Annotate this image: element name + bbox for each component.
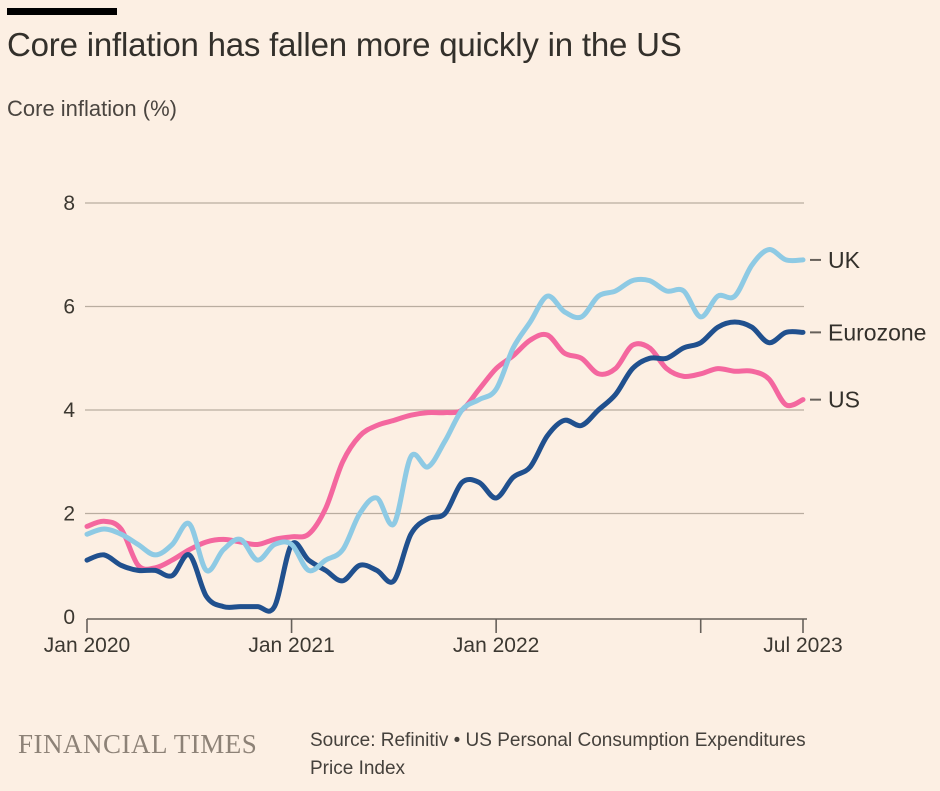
series-line-uk	[84, 247, 806, 574]
x-tick-label: Jan 2021	[248, 634, 334, 657]
x-tick-label: Jan 2020	[44, 634, 130, 657]
series-label-us: US	[828, 387, 860, 413]
y-tick-label: 8	[63, 192, 75, 215]
y-tick-label: 6	[63, 296, 75, 319]
y-tick-label: 4	[63, 399, 75, 422]
series-label-eurozone: Eurozone	[828, 319, 926, 345]
series-label-uk: UK	[828, 247, 861, 273]
source-line: Price Index	[310, 757, 406, 779]
y-tick-label: 2	[63, 503, 75, 526]
chart-canvas: 0 2 4 6 8 Jan 2020 Jan 2021 Jan 2022 Jul 2023 US E…	[44, 192, 927, 657]
accent-bar	[7, 8, 117, 15]
source-line: Source: Refinitiv • US Personal Consumpt…	[310, 730, 806, 751]
x-tick-label: Jan 2022	[453, 634, 539, 657]
source-note: Source: Refinitiv • US Personal Consumpt…	[310, 727, 910, 782]
chart-subtitle: Core inflation (%)	[7, 96, 177, 121]
ft-logo: FINANCIAL TIMES	[18, 729, 258, 759]
series-line-eurozone	[84, 319, 806, 614]
chart-title: Core inflation has fallen more quickly i…	[7, 26, 682, 63]
x-tick-label: Jul 2023	[763, 634, 842, 657]
series-line-us	[84, 331, 806, 572]
y-tick-label: 0	[63, 606, 75, 629]
